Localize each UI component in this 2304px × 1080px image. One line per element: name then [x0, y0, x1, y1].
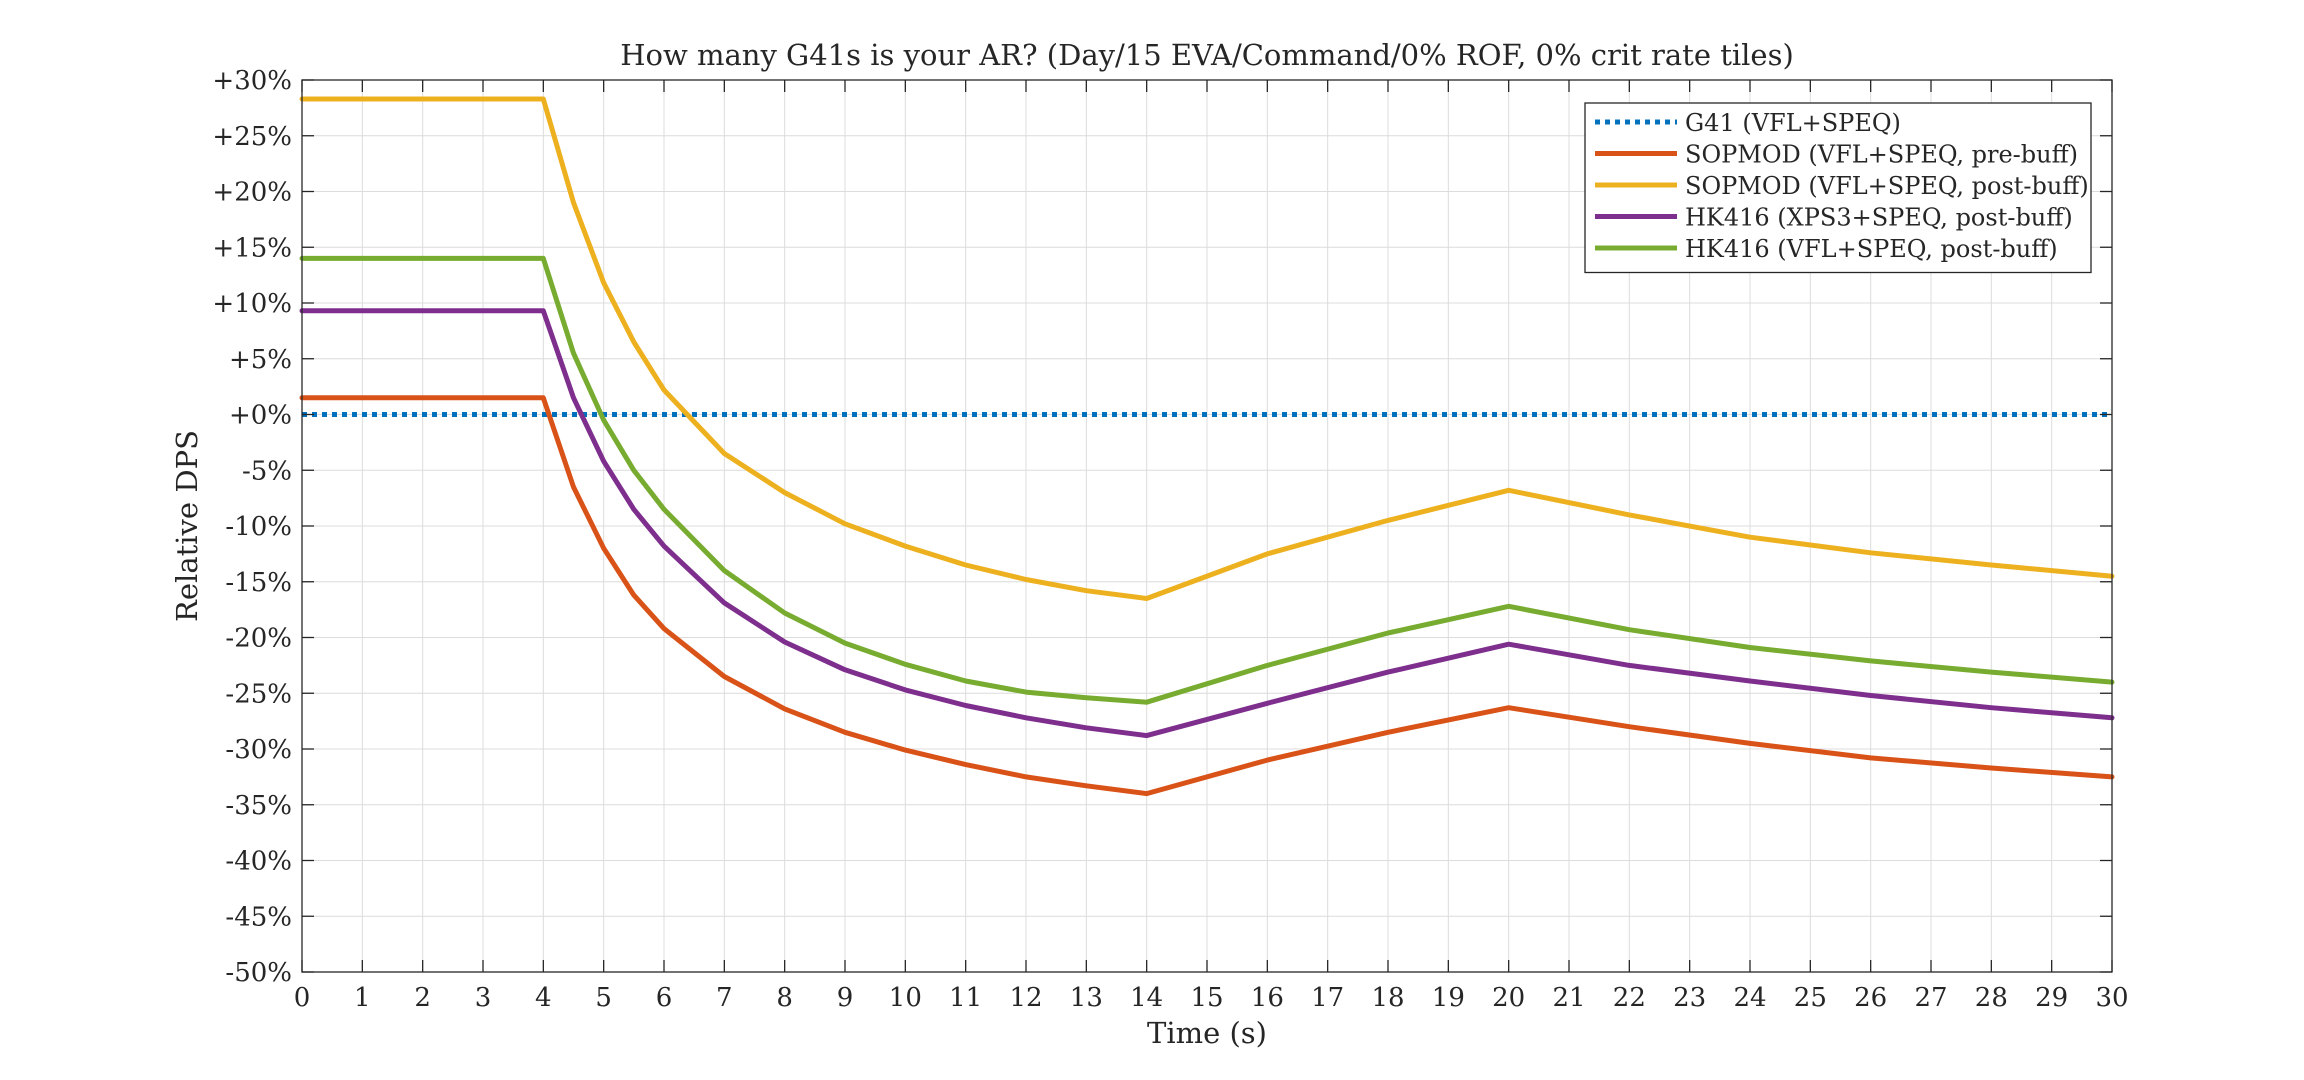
legend-label: SOPMOD (VFL+SPEQ, post-buff): [1685, 172, 2089, 200]
x-tick-label: 3: [475, 983, 492, 1013]
series-layer: [299, 96, 2115, 797]
x-tick-label: 8: [776, 983, 793, 1013]
y-tick-label: +25%: [212, 122, 292, 152]
x-tick-label: 5: [595, 983, 612, 1013]
y-tick-label: +10%: [212, 289, 292, 319]
series-2: [299, 395, 2115, 797]
y-tick-label: -35%: [225, 791, 292, 821]
y-tick-label: -45%: [225, 902, 292, 932]
chart-title: How many G41s is your AR? (Day/15 EVA/Co…: [620, 38, 1794, 72]
x-tick-label: 9: [837, 983, 854, 1013]
x-tick-label: 0: [294, 983, 311, 1013]
x-tick-label: 19: [1432, 983, 1465, 1013]
series-line: [299, 395, 2115, 797]
x-tick-label: 13: [1070, 983, 1103, 1013]
y-tick-label: -5%: [242, 456, 292, 486]
series-3: [299, 96, 2115, 601]
y-tick-label: +0%: [229, 401, 292, 431]
x-tick-label: 23: [1673, 983, 1706, 1013]
x-tick-label: 24: [1733, 983, 1766, 1013]
ticks: 0 1 2 3 4 5 6 7 8 9 10 11 12 13 14 15 16 17 18 19 20 21 22 23 24…: [212, 66, 2128, 1013]
legend-label: HK416 (XPS3+SPEQ, post-buff): [1685, 204, 2073, 232]
x-tick-label: 11: [949, 983, 982, 1013]
series-line: [299, 308, 2115, 739]
x-tick-label: 26: [1854, 983, 1887, 1013]
legend-box: [1584, 102, 2092, 274]
x-tick-label: 21: [1552, 983, 1585, 1013]
x-axis-label: Time (s): [1147, 1016, 1267, 1050]
x-tick-label: 2: [414, 983, 431, 1013]
y-tick-label: -20%: [225, 624, 292, 654]
series-line: [299, 96, 2115, 601]
y-tick-label: +20%: [212, 178, 292, 208]
y-tick-label: -40%: [225, 847, 292, 877]
x-tick-label: 20: [1492, 983, 1525, 1013]
x-tick-label: 28: [1975, 983, 2008, 1013]
y-tick-label: +5%: [229, 345, 292, 375]
y-tick-label: -10%: [225, 512, 292, 542]
x-tick-label: 7: [716, 983, 733, 1013]
legend-label: G41 (VFL+SPEQ): [1685, 109, 1901, 137]
x-tick-label: 25: [1794, 983, 1827, 1013]
x-tick-label: 18: [1371, 983, 1404, 1013]
x-tick-label: 16: [1251, 983, 1284, 1013]
y-tick-label: +15%: [212, 233, 292, 263]
series-5: [299, 255, 2115, 705]
x-tick-label: 1: [354, 983, 371, 1013]
x-tick-label: 30: [2095, 983, 2128, 1013]
y-tick-label: -15%: [225, 568, 292, 598]
x-tick-label: 6: [656, 983, 673, 1013]
x-tick-label: 29: [2035, 983, 2068, 1013]
x-tick-label: 22: [1613, 983, 1646, 1013]
y-tick-label: -25%: [225, 679, 292, 709]
x-tick-label: 12: [1009, 983, 1042, 1013]
x-tick-label: 15: [1190, 983, 1223, 1013]
y-tick-label: -30%: [225, 735, 292, 765]
x-tick-label: 4: [535, 983, 552, 1013]
x-tick-label: 17: [1311, 983, 1344, 1013]
grid: [301, 79, 2113, 973]
y-tick-label: +30%: [212, 66, 292, 96]
y-axis-label: Relative DPS: [170, 430, 204, 622]
series-line: [299, 255, 2115, 705]
x-tick-label: 14: [1130, 983, 1163, 1013]
legend: G41 (VFL+SPEQ) SOPMOD (VFL+SPEQ, pre-buff…: [1584, 102, 2092, 274]
y-tick-label: -50%: [225, 958, 292, 988]
x-tick-label: 10: [889, 983, 922, 1013]
legend-label: SOPMOD (VFL+SPEQ, pre-buff): [1685, 141, 2078, 169]
x-tick-label: 27: [1914, 983, 1947, 1013]
series-4: [299, 308, 2115, 739]
legend-label: HK416 (VFL+SPEQ, post-buff): [1685, 235, 2058, 263]
